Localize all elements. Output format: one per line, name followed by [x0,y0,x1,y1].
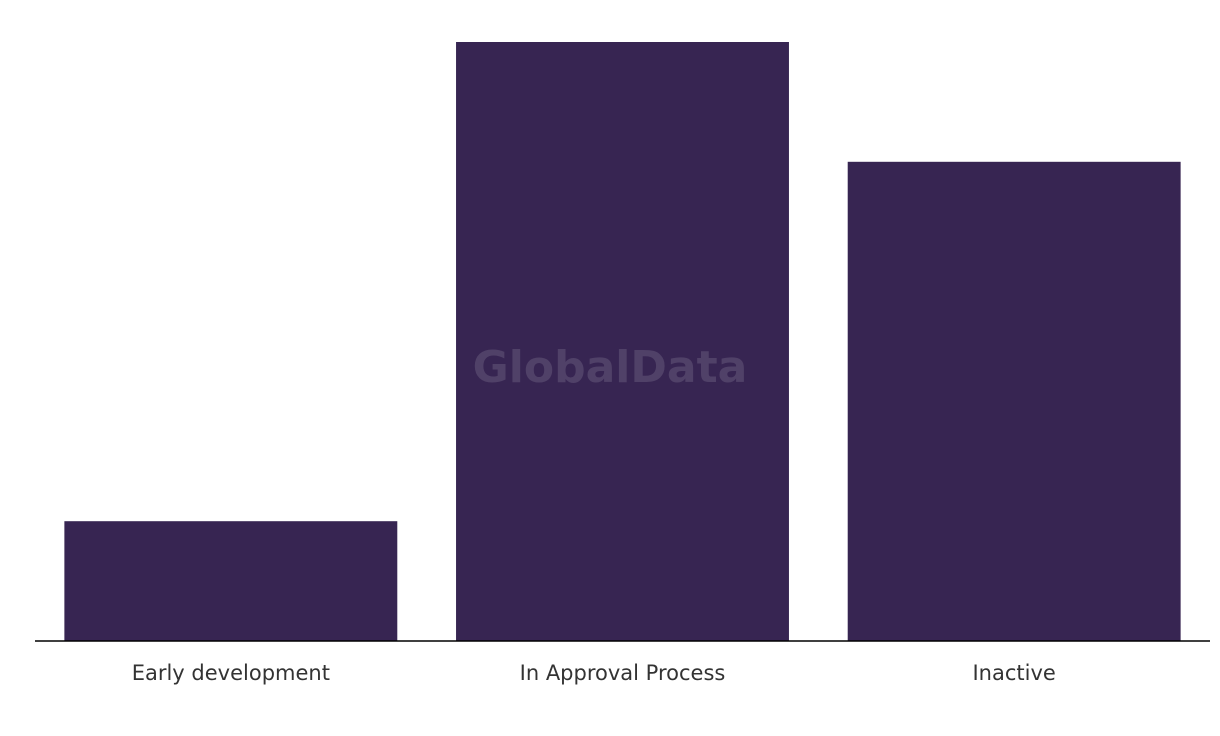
x-tick-label: Inactive [972,661,1055,685]
plot-area [64,42,1181,642]
bar [847,161,1181,642]
bar [64,521,398,641]
watermark: GlobalData [473,342,748,393]
x-tick-label: In Approval Process [520,661,726,685]
bar [456,42,789,641]
x-tick-label: Early development [132,661,330,685]
